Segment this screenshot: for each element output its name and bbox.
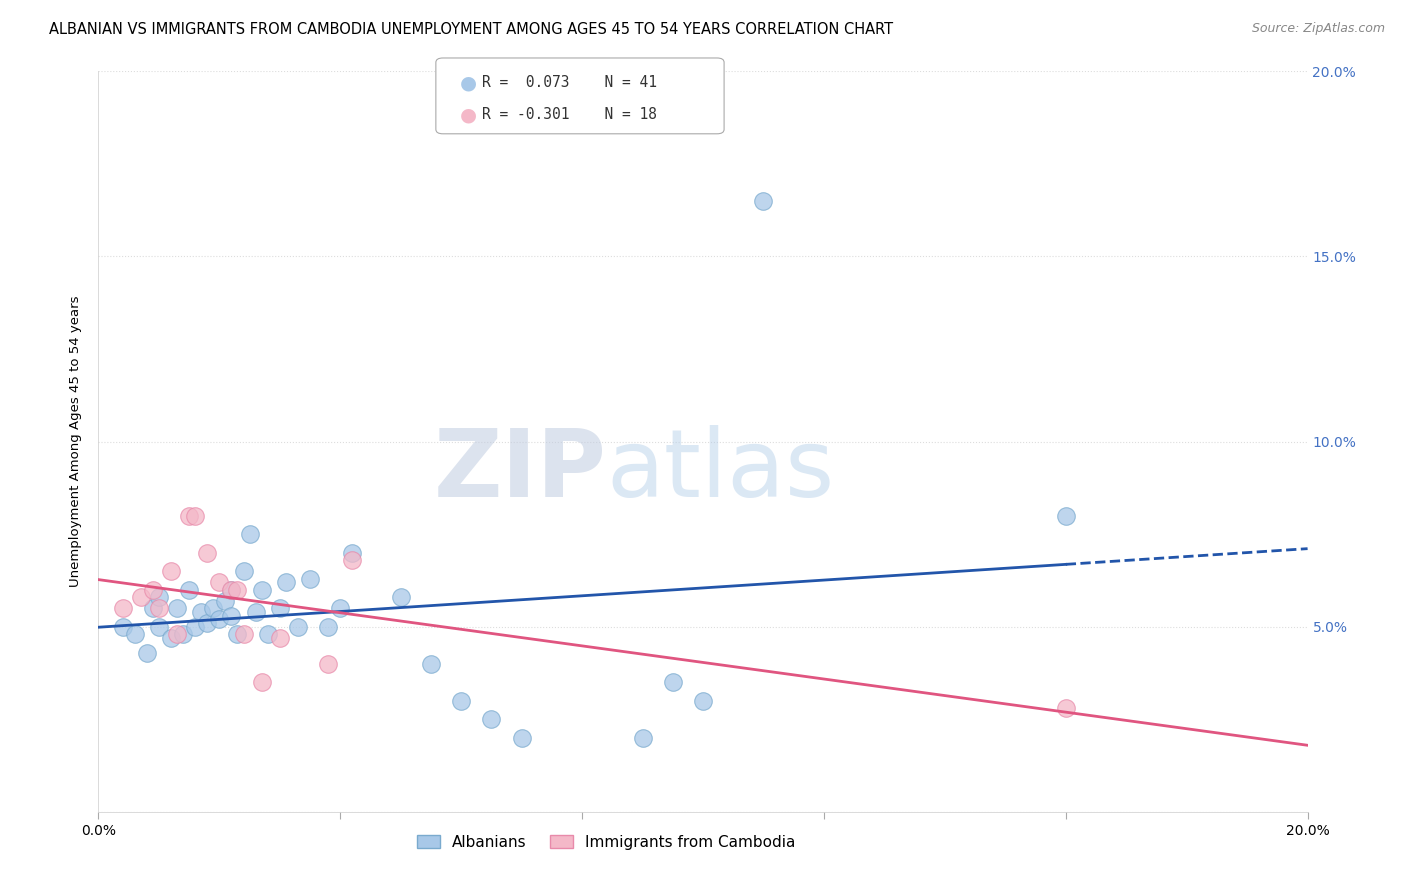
Point bbox=[269, 631, 291, 645]
Point bbox=[111, 619, 134, 633]
Point bbox=[752, 194, 775, 208]
Point bbox=[179, 508, 201, 523]
Text: R =  0.073    N = 41: R = 0.073 N = 41 bbox=[482, 75, 657, 90]
Point bbox=[214, 593, 236, 607]
Point bbox=[166, 627, 188, 641]
Point bbox=[250, 582, 273, 597]
Point bbox=[221, 608, 243, 623]
Point bbox=[208, 575, 231, 590]
Text: ZIP: ZIP bbox=[433, 425, 606, 517]
Point bbox=[481, 712, 503, 726]
Point bbox=[316, 619, 339, 633]
Point bbox=[287, 619, 309, 633]
Point bbox=[111, 601, 134, 615]
Point bbox=[226, 627, 249, 641]
Point bbox=[274, 575, 297, 590]
Point bbox=[250, 675, 273, 690]
Point bbox=[142, 582, 165, 597]
Point bbox=[160, 564, 183, 578]
Point bbox=[160, 631, 183, 645]
Point bbox=[202, 601, 225, 615]
Point bbox=[166, 601, 188, 615]
Point bbox=[142, 601, 165, 615]
Point bbox=[124, 627, 146, 641]
Point bbox=[195, 615, 218, 630]
Point bbox=[148, 619, 170, 633]
Point bbox=[510, 731, 533, 745]
Legend: Albanians, Immigrants from Cambodia: Albanians, Immigrants from Cambodia bbox=[411, 829, 801, 856]
Point bbox=[316, 657, 339, 671]
Point bbox=[208, 612, 231, 626]
Text: ALBANIAN VS IMMIGRANTS FROM CAMBODIA UNEMPLOYMENT AMONG AGES 45 TO 54 YEARS CORR: ALBANIAN VS IMMIGRANTS FROM CAMBODIA UNE… bbox=[49, 22, 893, 37]
Point bbox=[1054, 508, 1077, 523]
Point bbox=[269, 601, 291, 615]
Point bbox=[661, 675, 683, 690]
Point bbox=[172, 627, 194, 641]
Point bbox=[245, 605, 267, 619]
Point bbox=[256, 627, 278, 641]
Point bbox=[692, 694, 714, 708]
Text: R = -0.301    N = 18: R = -0.301 N = 18 bbox=[482, 107, 657, 122]
Point bbox=[195, 545, 218, 560]
Y-axis label: Unemployment Among Ages 45 to 54 years: Unemployment Among Ages 45 to 54 years bbox=[69, 296, 83, 587]
Point bbox=[342, 545, 364, 560]
Text: ●: ● bbox=[460, 105, 477, 124]
Point bbox=[631, 731, 654, 745]
Point bbox=[1054, 701, 1077, 715]
Point bbox=[232, 627, 254, 641]
Point bbox=[329, 601, 352, 615]
Point bbox=[184, 508, 207, 523]
Point bbox=[420, 657, 443, 671]
Point bbox=[190, 605, 212, 619]
Point bbox=[148, 590, 170, 604]
Point bbox=[221, 582, 243, 597]
Point bbox=[239, 527, 262, 541]
Point bbox=[450, 694, 472, 708]
Point bbox=[389, 590, 412, 604]
Point bbox=[179, 582, 201, 597]
Point bbox=[232, 564, 254, 578]
Point bbox=[221, 582, 243, 597]
Point bbox=[342, 553, 364, 567]
Point bbox=[184, 619, 207, 633]
Text: Source: ZipAtlas.com: Source: ZipAtlas.com bbox=[1251, 22, 1385, 36]
Point bbox=[148, 601, 170, 615]
Text: ●: ● bbox=[460, 73, 477, 92]
Point bbox=[135, 646, 157, 660]
Text: atlas: atlas bbox=[606, 425, 835, 517]
Point bbox=[129, 590, 152, 604]
Point bbox=[226, 582, 249, 597]
Point bbox=[299, 572, 322, 586]
